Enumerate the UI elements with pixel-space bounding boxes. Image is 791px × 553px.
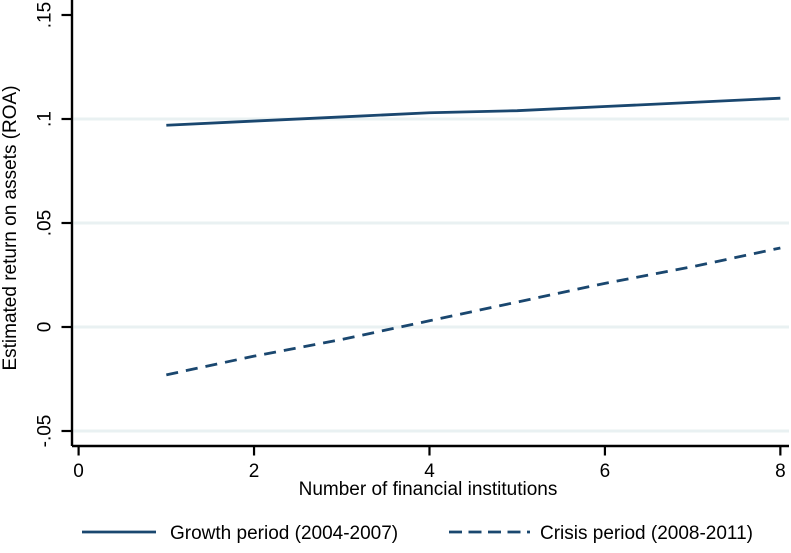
series-line-crisis	[166, 246, 781, 377]
legend-growth-label: Growth period (2004-2007)	[170, 523, 398, 544]
series-line-growth	[166, 96, 781, 127]
y-tick-label: 0	[35, 322, 56, 333]
y-axis-title: Estimated return on assets (ROA)	[0, 85, 21, 370]
legend-crisis-label: Crisis period (2008-2011)	[540, 523, 753, 544]
legend: Growth period (2004-2007) Crisis period …	[82, 523, 753, 544]
x-tick-label: 0	[73, 461, 84, 482]
y-tick-label: .1	[35, 111, 56, 127]
y-tick-label: .05	[35, 210, 56, 236]
y-tick-label: .15	[35, 2, 56, 28]
gridlines	[73, 117, 789, 433]
x-ticks: 0 2 4 6 8	[73, 446, 786, 482]
x-tick-label: 2	[249, 461, 260, 482]
series-lines	[166, 96, 781, 377]
x-tick-label: 4	[424, 461, 435, 482]
x-axis-title: Number of financial institutions	[299, 479, 558, 500]
y-ticks: -.05 0 .05 .1 .15	[35, 2, 72, 448]
x-tick-label: 8	[775, 461, 786, 482]
y-tick-label: -.05	[35, 415, 56, 448]
x-tick-label: 6	[600, 461, 611, 482]
